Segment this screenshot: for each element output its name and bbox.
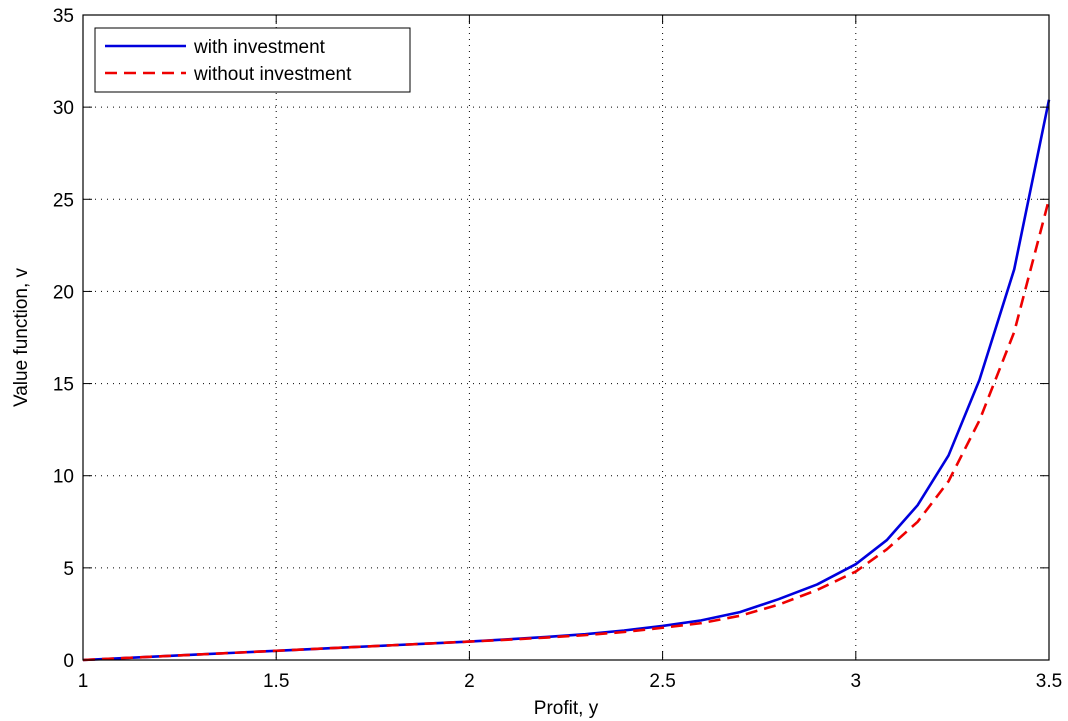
y-tick-label: 20 — [53, 282, 74, 303]
y-tick-label: 25 — [53, 190, 74, 211]
legend-box — [94, 27, 411, 93]
x-tick-label: 1 — [78, 671, 89, 692]
y-tick-label: 30 — [53, 98, 74, 119]
y-tick-label: 35 — [53, 6, 74, 27]
y-tick-label: 15 — [53, 375, 74, 396]
legend: with investment without investment — [94, 27, 411, 93]
y-axis-label: Value function, v — [11, 267, 32, 407]
x-tick-label: 1.5 — [263, 671, 289, 692]
x-tick-label: 2 — [464, 671, 475, 692]
series-line-without-investment — [82, 198, 1051, 662]
legend-label: without investment — [193, 64, 352, 85]
series-group — [82, 99, 1051, 662]
x-tick-label: 3 — [851, 671, 862, 692]
y-tick-label: 5 — [63, 559, 74, 580]
x-tick-label: 3.5 — [1036, 671, 1062, 692]
y-tick-label: 10 — [53, 467, 74, 488]
y-tick-label: 0 — [63, 651, 74, 672]
x-axis-label: Profit, y — [534, 698, 599, 719]
tick-labels: 1 1.5 2 2.5 3 3.5 0 5 10 15 20 25 30 35 — [53, 6, 1062, 692]
grid — [83, 15, 1049, 660]
series-line-with-investment — [82, 99, 1051, 662]
legend-label: with investment — [193, 37, 326, 58]
x-tick-label: 2.5 — [649, 671, 675, 692]
axis-ticks — [82, 14, 1050, 661]
plot-area-frame — [82, 14, 1050, 661]
